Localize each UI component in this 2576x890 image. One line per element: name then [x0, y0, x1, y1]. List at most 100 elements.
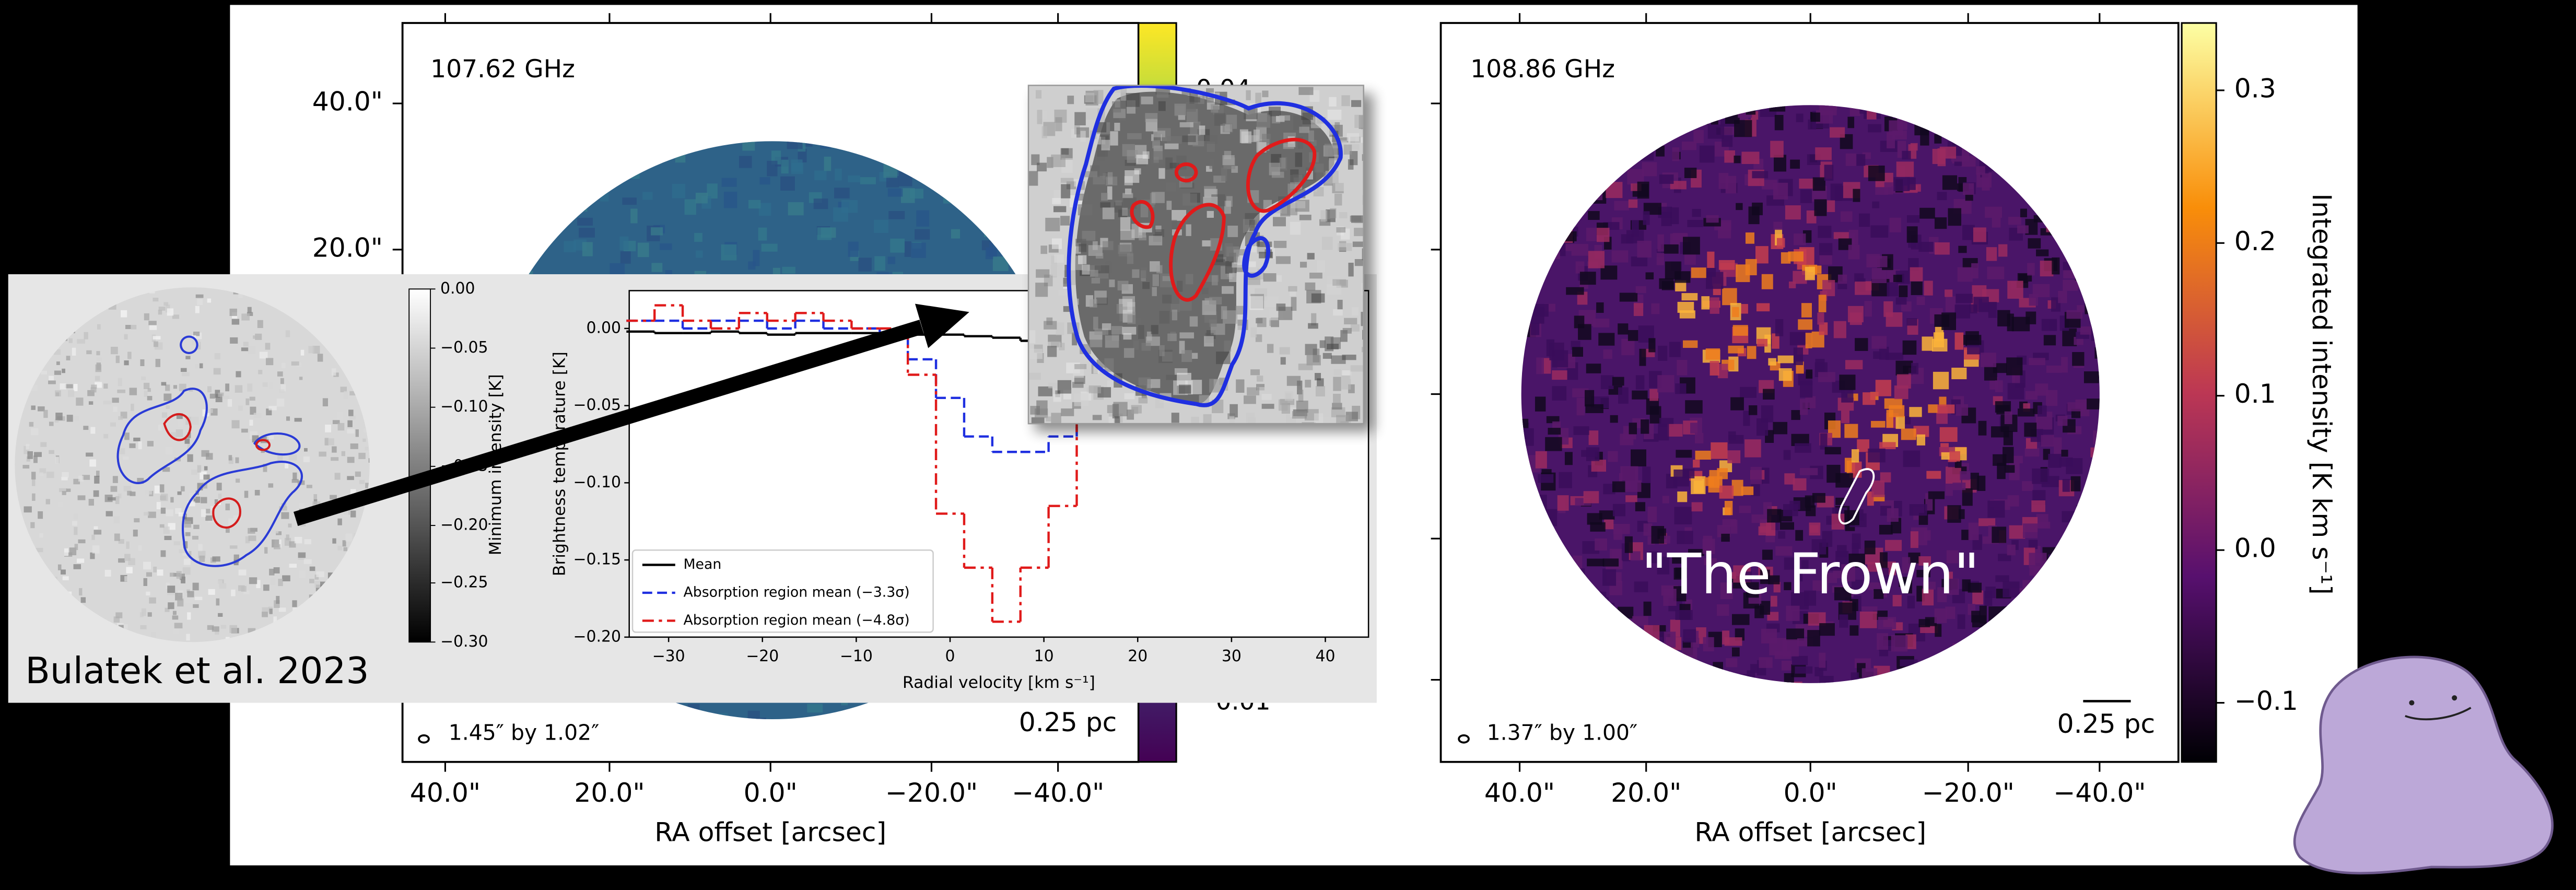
map-pixel — [176, 571, 182, 579]
map-pixel — [1884, 182, 1893, 195]
map-pixel — [1229, 273, 1239, 282]
map-pixel — [185, 356, 191, 359]
map-pixel — [1224, 243, 1233, 256]
map-pixel — [1664, 631, 1676, 648]
map-pixel — [191, 470, 197, 475]
x-tick-label: −20.0" — [885, 777, 978, 808]
map-pixel — [807, 704, 823, 713]
colorbar — [408, 288, 431, 643]
map-pixel — [289, 541, 296, 548]
map-pixel — [172, 611, 177, 615]
map-pixel — [31, 472, 36, 479]
map-pixel — [1572, 388, 1589, 397]
map-pixel — [1321, 237, 1333, 250]
map-pixel — [780, 176, 795, 191]
map-pixel — [146, 591, 150, 595]
map-pixel — [303, 559, 312, 564]
map-pixel — [1250, 327, 1257, 338]
map-pixel — [1893, 177, 1910, 191]
map-pixel — [158, 310, 162, 315]
map-pixel — [247, 383, 253, 392]
map-pixel — [127, 352, 132, 359]
map-pixel — [1716, 604, 1729, 616]
map-pixel — [1335, 182, 1345, 192]
map-pixel — [82, 475, 90, 480]
x-axis-label: RA offset [arcsec] — [1694, 817, 1926, 848]
map-pixel — [2017, 225, 2029, 233]
map-pixel — [1677, 491, 1688, 502]
map-pixel — [1657, 234, 1664, 252]
map-pixel — [1333, 377, 1341, 391]
map-pixel — [358, 452, 366, 459]
map-pixel — [1901, 428, 1916, 440]
map-pixel — [739, 156, 752, 168]
map-pixel — [1125, 188, 1132, 195]
map-pixel — [1684, 168, 1697, 178]
map-pixel — [214, 499, 218, 505]
map-pixel — [1984, 591, 1993, 606]
map-pixel — [49, 376, 54, 381]
map-pixel — [262, 611, 268, 617]
map-pixel — [115, 612, 123, 618]
map-pixel — [1977, 475, 1986, 491]
map-pixel — [276, 531, 282, 535]
map-pixel — [1864, 540, 1876, 555]
map-pixel — [285, 461, 289, 469]
map-pixel — [1922, 581, 1936, 590]
map-pixel — [324, 438, 329, 446]
map-pixel — [1968, 522, 1979, 541]
map-pixel — [1853, 189, 1860, 202]
map-pixel — [118, 494, 122, 498]
map-pixel — [1311, 313, 1317, 326]
map-pixel — [1190, 260, 1204, 270]
map-pixel — [1978, 420, 1987, 436]
map-pixel — [349, 415, 356, 419]
map-pixel — [1942, 175, 1958, 190]
map-pixel — [205, 509, 210, 513]
map-pixel — [1844, 424, 1858, 438]
map-pixel — [159, 524, 165, 528]
map-pixel — [1317, 378, 1324, 387]
map-pixel — [1896, 374, 1911, 389]
map-pixel — [1833, 321, 1846, 338]
map-pixel — [1642, 162, 1657, 177]
map-pixel — [207, 298, 212, 303]
map-pixel — [281, 512, 289, 519]
map-pixel — [1795, 530, 1804, 541]
map-pixel — [1632, 390, 1648, 400]
map-pixel — [236, 478, 240, 483]
map-pixel — [233, 515, 241, 520]
map-pixel — [1037, 110, 1043, 124]
map-pixel — [1051, 238, 1062, 249]
map-pixel — [1094, 328, 1108, 335]
map-pixel — [1631, 220, 1639, 237]
map-pixel — [1342, 327, 1352, 334]
y-tick-label: −0.05 — [573, 396, 621, 414]
map-pixel — [1851, 580, 1863, 593]
map-pixel — [137, 478, 144, 484]
x-axis-label: Radial velocity [km s⁻¹] — [903, 673, 1095, 692]
map-pixel — [1212, 259, 1225, 265]
map-pixel — [721, 178, 737, 187]
map-pixel — [1361, 283, 1364, 295]
map-pixel — [1819, 652, 1826, 668]
map-pixel — [1761, 405, 1774, 423]
map-pixel — [637, 242, 649, 257]
map-pixel — [77, 339, 85, 344]
map-pixel — [1590, 522, 1606, 532]
map-pixel — [231, 319, 240, 325]
map-pixel — [1986, 247, 1997, 261]
map-pixel — [248, 535, 256, 541]
map-pixel — [332, 446, 337, 453]
map-pixel — [71, 415, 79, 420]
map-pixel — [117, 448, 125, 454]
map-pixel — [276, 595, 280, 604]
map-pixel — [1799, 468, 1818, 475]
map-pixel — [2020, 208, 2027, 217]
map-pixel — [206, 408, 213, 413]
map-pixel — [1169, 162, 1180, 169]
map-pixel — [1817, 312, 1824, 325]
map-pixel — [193, 331, 200, 336]
map-pixel — [1152, 274, 1159, 286]
map-pixel — [759, 177, 770, 185]
